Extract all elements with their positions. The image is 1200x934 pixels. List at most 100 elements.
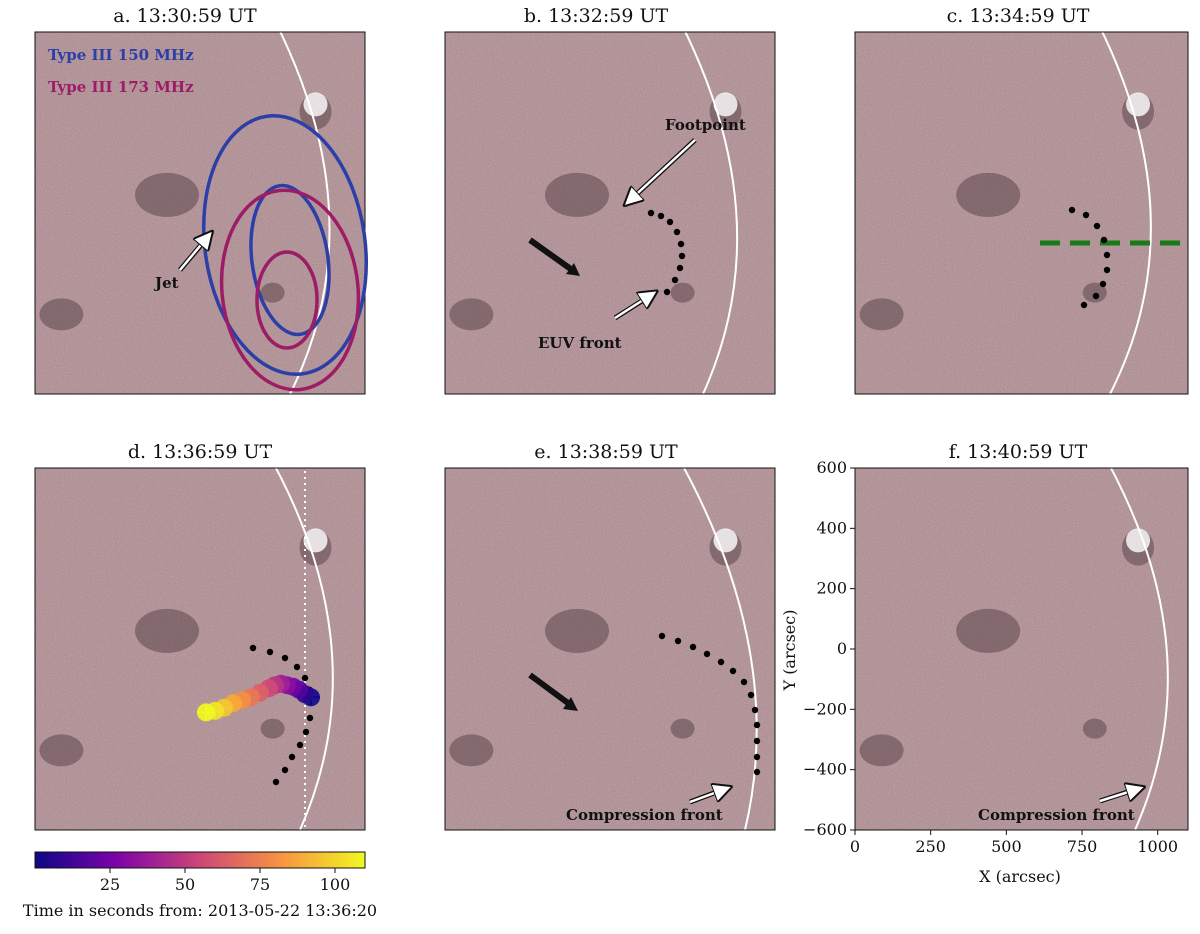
panel-c (854, 1, 1189, 395)
panel-d-region-3 (260, 718, 285, 739)
panel-c-bright-spot (1126, 92, 1151, 117)
panel-a-solar-limb (264, 1, 331, 395)
panel-d (34, 447, 366, 831)
panel-f-region-0 (956, 608, 1021, 653)
panel-c-region-0 (956, 172, 1021, 217)
e-black-arrowhead (563, 697, 578, 711)
panel-e (444, 447, 776, 831)
panel-b-region-0 (545, 172, 609, 217)
panel-f-solar-limb (1099, 447, 1169, 831)
panel-e-texture (445, 468, 775, 830)
y-tick-label: 0 (837, 639, 847, 658)
panel-f-region-3 (1082, 718, 1107, 739)
panel-f (854, 447, 1189, 831)
y-tick-label: 600 (816, 458, 847, 477)
panel-c-frame (854, 31, 1189, 395)
panel-e-frame (444, 467, 776, 831)
panel-e-region-1 (449, 734, 494, 767)
panel-a-region-1 (39, 298, 84, 331)
y-axis-label: Y (arcsec) (780, 610, 799, 692)
panel-e-title: e. 13:38:59 UT (534, 441, 678, 463)
panel-b-region-3 (670, 282, 695, 303)
legend-150: Type III 150 MHz (48, 46, 194, 64)
panel-b-bright-spot (713, 92, 738, 117)
panel-a-bright-spot (303, 92, 328, 117)
euv-front-label: EUV front (538, 334, 622, 352)
b-front-dots (647, 209, 686, 296)
panel-d-solar-limb (264, 447, 334, 831)
jet-arrow (179, 234, 210, 271)
x-tick-label: 250 (915, 837, 946, 856)
f-compression-label: Compression front (978, 806, 1135, 824)
f-compression-arrow (1099, 788, 1141, 803)
panel-a-overlays: Jet Type III 150 MHz Type III 173 MHz (48, 46, 369, 392)
panel-b-title: b. 13:32:59 UT (524, 5, 669, 27)
panel-f-overlays: Compression front (978, 787, 1143, 824)
panel-b-overlays: Footpoint EUV front (528, 116, 746, 352)
panel-a-region-0 (135, 172, 199, 217)
panel-b-frame (444, 31, 776, 395)
panel-a-frame (34, 31, 366, 395)
colorbar-label: Time in seconds from: 2013-05-22 13:36:2… (23, 901, 377, 920)
colorbar-tick-label: 50 (175, 875, 195, 894)
x-axis-label: X (arcsec) (979, 867, 1061, 886)
panel-b (444, 1, 776, 395)
panel-e-solar-limb (672, 447, 758, 831)
e-black-arrow (528, 672, 574, 709)
type3-source-points (197, 674, 320, 722)
colorbar: 25 50 75 100 Time in seconds from: 2013-05-… (23, 851, 377, 920)
panel-c-region-3 (1082, 282, 1107, 303)
x-tick-label: 1000 (1137, 837, 1178, 856)
panel-d-overlays (197, 465, 320, 830)
b-black-arrowhead (566, 263, 580, 276)
c-front-dots (1068, 206, 1111, 309)
type3-source-point (197, 703, 215, 722)
euv-arrow (614, 293, 654, 320)
e-compression-arrow (689, 788, 728, 804)
e-compression-label: Compression front (566, 806, 723, 824)
y-tick-label: −200 (803, 699, 847, 718)
panel-a (34, 1, 366, 395)
panel-e-region-0 (545, 608, 609, 653)
panel-f-region-1 (859, 734, 904, 767)
e-front-dots (658, 632, 761, 776)
panel-f-texture (855, 468, 1188, 830)
panel-e-overlays: Compression front (528, 632, 761, 824)
panel-d-region-1 (39, 734, 84, 767)
panel-c-texture (855, 32, 1188, 394)
legend-173: Type III 173 MHz (48, 78, 194, 96)
contour-150-outer (201, 114, 369, 376)
panel-d-region-0 (135, 608, 199, 653)
footpoint-arrow (627, 139, 696, 203)
colorbar-tick-label: 100 (320, 875, 351, 894)
x-tick-label: 500 (991, 837, 1022, 856)
contour-150-inner (249, 183, 331, 337)
b-black-arrow (528, 237, 577, 275)
panel-c-solar-limb (1086, 1, 1152, 395)
panel-f-title: f. 13:40:59 UT (949, 441, 1088, 463)
y-tick-label: 200 (816, 579, 847, 598)
colorbar-gradient (34, 851, 366, 869)
panel-c-overlays (1040, 206, 1188, 309)
panel-e-region-3 (670, 718, 695, 739)
jet-label: Jet (153, 274, 179, 292)
panel-c-title: c. 13:34:59 UT (947, 5, 1090, 27)
panel-f-axes: 0 250 500 750 1000 600 400 200 0 −200 −400 −600 (803, 458, 1178, 856)
panel-a-region-3 (260, 282, 285, 303)
panel-c-region-1 (859, 298, 904, 331)
panel-b-solar-limb (669, 1, 739, 395)
contour-173-outer (219, 188, 361, 392)
panel-d-frame (34, 467, 366, 831)
y-tick-label: −400 (803, 760, 847, 779)
colorbar-tick-label: 75 (250, 875, 270, 894)
y-tick-label: −600 (803, 820, 847, 839)
panel-d-title: d. 13:36:59 UT (128, 441, 273, 463)
panel-b-texture (445, 32, 775, 394)
panel-a-title: a. 13:30:59 UT (113, 5, 257, 27)
panel-b-region-1 (449, 298, 494, 331)
x-tick-label: 0 (850, 837, 860, 856)
colorbar-tick-label: 25 (100, 875, 120, 894)
panel-d-texture (35, 468, 365, 830)
footpoint-label: Footpoint (665, 116, 746, 134)
